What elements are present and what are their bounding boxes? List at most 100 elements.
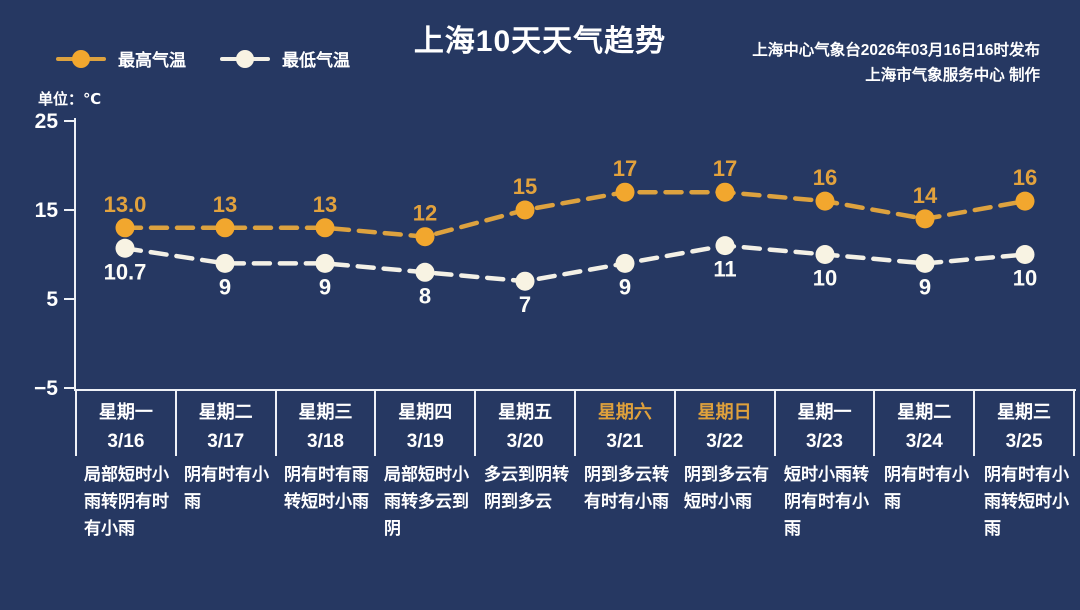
date-label: 3/18	[307, 430, 344, 452]
high-temp-legend-icon	[56, 49, 106, 68]
page-title: 上海10天天气趋势	[413, 25, 667, 58]
high-temp-point	[715, 182, 735, 202]
date-label: 3/20	[506, 430, 544, 452]
weather-description: 阴有时有小雨	[184, 465, 269, 511]
weekday-label: 星期六	[597, 401, 652, 422]
low-temp-point	[515, 271, 535, 291]
high-temp-point	[615, 182, 635, 202]
y-axis-tick-label: 25	[35, 110, 59, 133]
high-temp-value-label: 14	[913, 183, 938, 208]
chart-legend: 最高气温 最低气温	[56, 46, 350, 71]
low-temp-value-label: 9	[619, 274, 631, 299]
low-temp-point	[315, 253, 335, 273]
weather-description: 局部短时小雨转多云到阴	[384, 465, 469, 538]
day-cell: 星期二 3/24	[873, 390, 973, 456]
high-temp-point	[815, 191, 835, 211]
high-temp-point	[115, 218, 135, 238]
high-temp-value-label: 13	[213, 192, 237, 217]
weather-description: 阴有时有小雨	[884, 465, 969, 511]
y-axis-tick-label: −5	[34, 377, 58, 400]
high-temp-value-label: 17	[713, 156, 737, 181]
low-temp-value-label: 9	[219, 274, 231, 299]
low-temp-value-label: 10.7	[104, 259, 147, 284]
high-temp-point	[415, 227, 435, 247]
weekday-label: 星期二	[897, 401, 952, 422]
date-label: 3/22	[706, 430, 744, 452]
low-temp-value-label: 7	[519, 292, 531, 317]
day-header-row: 星期一 3/16 星期二 3/17 星期三 3/18 星期四 3/19 星期五 3/20 星期六 3/…	[75, 390, 1075, 456]
date-label: 3/17	[207, 430, 245, 452]
legend-label-high: 最高气温	[118, 51, 186, 70]
high-temp-value-label: 16	[813, 165, 837, 190]
day-cell: 星期三 3/25	[973, 390, 1073, 456]
date-label: 3/24	[905, 430, 943, 452]
weather-description: 短时小雨转阴有时有小雨	[784, 465, 869, 538]
weekday-label: 星期五	[498, 401, 553, 422]
low-temp-point	[115, 238, 135, 258]
day-cell: 星期二 3/17	[174, 390, 275, 456]
low-temp-point	[615, 253, 635, 273]
weekday-label: 星期三	[997, 401, 1052, 422]
low-temp-point	[1015, 245, 1035, 264]
weather-description: 阴到多云转有时有小雨	[584, 465, 669, 511]
high-temp-value-label: 15	[513, 174, 537, 199]
high-temp-value-label: 12	[413, 201, 437, 226]
weather-description: 多云到阴转阴到多云	[484, 465, 569, 511]
low-temp-point	[815, 245, 835, 264]
high-temp-point	[215, 218, 235, 238]
unit-label: 单位：℃	[38, 91, 102, 108]
publisher-info: 上海中心气象台2026年03月16日16时发布 上海市气象服务中心 制作	[752, 38, 1040, 88]
date-label: 3/23	[805, 430, 843, 452]
legend-item-high: 最高气温	[56, 46, 186, 71]
low-temp-point	[415, 262, 435, 282]
date-label: 3/19	[406, 430, 444, 452]
weather-description: 局部短时小雨转阴有时有小雨	[84, 465, 169, 538]
low-temp-point	[715, 236, 735, 256]
low-temp-value-label: 10	[1013, 266, 1037, 291]
weekday-label: 星期四	[398, 401, 453, 422]
day-cell: 星期五 3/20	[474, 390, 574, 456]
weather-description: 阴有时有小雨转短时小雨	[984, 465, 1069, 538]
weather-description-row: 局部短时小雨转阴有时有小雨 阴有时有小雨 阴有时有雨转短时小雨 局部短时小雨转多云到阴…	[75, 461, 1075, 542]
low-temp-value-label: 9	[919, 274, 931, 299]
weekday-label: 星期日	[697, 401, 752, 422]
date-label: 3/25	[1005, 430, 1043, 452]
high-temp-value-label: 13	[313, 192, 337, 217]
legend-label-low: 最低气温	[282, 51, 350, 70]
day-cell: 星期一 3/16	[75, 390, 175, 456]
y-axis-tick-label: 5	[46, 288, 58, 311]
day-cell: 星期一 3/23	[773, 390, 874, 456]
low-temp-legend-icon	[220, 49, 270, 68]
low-temp-value-label: 10	[813, 266, 837, 291]
high-temp-point	[315, 218, 335, 238]
weather-description: 阴有时有雨转短时小雨	[284, 465, 369, 511]
weather-description: 阴到多云有短时小雨	[684, 465, 769, 511]
low-temp-line	[122, 243, 1028, 284]
high-temp-point	[915, 209, 935, 229]
weekday-label: 星期一	[98, 401, 153, 422]
weekday-label: 星期一	[797, 401, 852, 422]
low-temp-value-label: 8	[419, 283, 431, 308]
legend-item-low: 最低气温	[220, 46, 350, 71]
high-temp-value-label: 17	[613, 156, 637, 181]
day-cell: 星期六 3/21	[573, 390, 674, 456]
weekday-label: 星期三	[298, 401, 353, 422]
weekday-label: 星期二	[198, 401, 253, 422]
date-label: 3/16	[107, 430, 145, 452]
day-cell: 星期日 3/22	[673, 390, 774, 456]
low-temp-value-label: 11	[713, 257, 736, 282]
high-temp-line	[122, 189, 1028, 239]
high-temp-value-label: 16	[1013, 165, 1037, 190]
high-temp-value-label: 13.0	[104, 192, 147, 217]
day-cell: 星期四 3/19	[374, 390, 474, 456]
high-temp-point	[515, 200, 535, 220]
publisher-line-1: 上海中心气象台2026年03月16日16时发布	[752, 42, 1040, 59]
low-temp-value-label: 9	[319, 274, 331, 299]
day-cell: 星期三 3/18	[274, 390, 375, 456]
high-temp-point	[1015, 191, 1035, 211]
date-label: 3/21	[606, 430, 644, 452]
low-temp-point	[915, 253, 935, 273]
low-temp-point	[215, 253, 235, 273]
